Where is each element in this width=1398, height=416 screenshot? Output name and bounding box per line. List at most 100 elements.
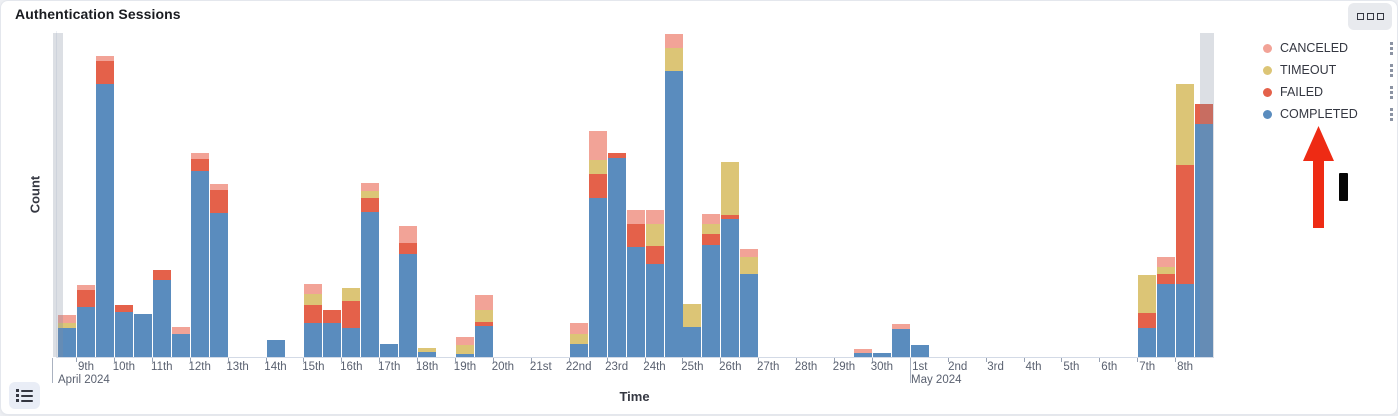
x-axis-tick <box>52 358 53 383</box>
bar-segment-canceled <box>854 349 872 353</box>
bar-segment-failed <box>475 322 493 326</box>
stacked-bar-apr-10-pm[interactable] <box>133 314 152 357</box>
stacked-bar-apr-24-pm[interactable] <box>664 34 683 357</box>
stacked-bar-apr-9-pm[interactable] <box>96 56 114 357</box>
x-axis-tick-label: 6th <box>1101 361 1118 373</box>
stacked-bar-may-8-am[interactable] <box>1176 84 1195 357</box>
x-axis-tick <box>1023 358 1025 362</box>
x-axis-tick-label: 20th <box>491 361 515 373</box>
bar-segment-failed <box>342 301 361 328</box>
legend-item-completed[interactable]: COMPLETED <box>1263 103 1395 125</box>
x-axis-tick <box>606 358 608 362</box>
stacked-bar-apr-23-pm[interactable] <box>626 210 645 357</box>
bar-segment-timeout <box>702 224 721 234</box>
x-axis-tick <box>530 358 532 362</box>
stacked-bar-apr-19-pm[interactable] <box>475 295 493 357</box>
stacked-bar-apr-15-am[interactable] <box>304 284 323 357</box>
stacked-bar-apr-19-am[interactable] <box>456 337 474 357</box>
legend-item-actions-button[interactable] <box>1388 41 1395 55</box>
x-axis-month-label: April 2024 <box>58 374 110 386</box>
bar-segment-completed <box>683 327 702 357</box>
stacked-bar-apr-16-am[interactable] <box>342 288 361 357</box>
stacked-bar-apr-17-am[interactable] <box>380 344 399 357</box>
x-axis-tick-label: 29th <box>832 361 856 373</box>
x-axis-tick-label: 9th <box>78 361 94 373</box>
stacked-bar-apr-25-am[interactable] <box>683 304 702 357</box>
legend-item-label: CANCELED <box>1280 41 1349 55</box>
y-axis-title: Count <box>27 175 43 213</box>
bar-segment-completed <box>588 198 607 357</box>
x-axis-tick <box>341 358 343 362</box>
stacked-bar-apr-23-am[interactable] <box>607 153 626 357</box>
legend-color-dot <box>1263 109 1272 119</box>
x-axis-tick <box>909 358 911 383</box>
stacked-bar-apr-25-pm[interactable] <box>702 214 721 357</box>
stacked-bar-may-7-pm[interactable] <box>1157 257 1176 357</box>
legend-item-label: COMPLETED <box>1280 107 1358 121</box>
stacked-bar-apr-9-am[interactable] <box>77 285 95 357</box>
stacked-bar-apr-22-pm[interactable] <box>588 131 607 357</box>
bar-segment-timeout <box>1176 84 1195 165</box>
stacked-bar-apr-26-am[interactable] <box>721 162 740 357</box>
stacked-bar-apr-12-am[interactable] <box>190 153 209 357</box>
stacked-bar-apr-30-am[interactable] <box>872 353 891 357</box>
bar-segment-completed <box>323 323 342 357</box>
stacked-bar-apr-8-pm[interactable] <box>58 315 76 357</box>
bar-segment-failed <box>645 246 664 264</box>
x-axis-tick-label: 23rd <box>605 361 629 373</box>
bar-segment-completed <box>645 264 664 357</box>
bar-segment-canceled <box>626 210 645 224</box>
legend-item-actions-button[interactable] <box>1388 85 1395 99</box>
bar-segment-completed <box>380 344 399 357</box>
bar-segment-failed <box>1195 104 1214 124</box>
stacked-bar-apr-16-pm[interactable] <box>361 183 380 357</box>
legend-item-timeout[interactable]: TIMEOUT <box>1263 59 1395 81</box>
legend-item-actions-button[interactable] <box>1388 107 1395 121</box>
bar-segment-timeout <box>456 345 474 354</box>
stacked-bar-apr-22-am[interactable] <box>569 323 588 357</box>
stacked-bar-apr-10-am[interactable] <box>114 305 133 357</box>
bar-segment-timeout <box>1138 275 1157 313</box>
legend-color-dot <box>1263 65 1272 75</box>
bar-segment-completed <box>872 353 891 357</box>
stacked-bar-apr-18-am[interactable] <box>418 348 437 357</box>
x-axis-tick <box>417 358 419 362</box>
x-axis-tick-label: 4th <box>1025 361 1042 373</box>
stacked-bar-apr-24-am[interactable] <box>645 210 664 357</box>
stacked-bar-may-7-am[interactable] <box>1138 275 1157 357</box>
legend-toggle-button[interactable] <box>9 382 40 409</box>
stacked-bar-apr-15-pm[interactable] <box>323 310 342 357</box>
stacked-bar-apr-29-pm[interactable] <box>854 349 872 357</box>
stacked-bar-apr-26-pm[interactable] <box>740 249 759 357</box>
stacked-bar-apr-17-pm[interactable] <box>399 226 418 357</box>
stacked-bar-apr-11-am[interactable] <box>152 270 171 357</box>
bar-segment-failed <box>77 290 95 307</box>
bar-segment-canceled <box>361 183 380 191</box>
panel-options-button[interactable] <box>1348 3 1392 30</box>
stacked-bar-apr-11-pm[interactable] <box>171 327 190 357</box>
x-axis-tick <box>227 358 229 362</box>
bar-segment-completed <box>475 326 493 357</box>
stacked-bar-apr-14-am[interactable] <box>266 340 285 357</box>
stacked-bar-may-1-am[interactable] <box>910 345 929 357</box>
x-axis-tick <box>720 358 722 362</box>
bar-segment-completed <box>133 314 152 357</box>
legend-item-failed[interactable]: FAILED <box>1263 81 1395 103</box>
stacked-bar-may-8-pm[interactable] <box>1195 104 1214 357</box>
bar-segment-completed <box>456 354 474 357</box>
bar-segment-failed <box>209 190 228 213</box>
x-axis-tick-label: 10th <box>112 361 136 373</box>
bar-segment-timeout <box>683 304 702 327</box>
legend-item-canceled[interactable]: CANCELED <box>1263 37 1395 59</box>
bar-segment-canceled <box>399 226 418 243</box>
bar-segment-canceled <box>209 184 228 190</box>
x-axis-tick <box>1137 358 1139 362</box>
bar-segment-completed <box>607 158 626 357</box>
stacked-bar-apr-30-pm[interactable] <box>891 324 910 357</box>
bar-segment-completed <box>721 219 740 357</box>
x-axis-tick <box>189 358 191 362</box>
vertical-dots-icon <box>1390 112 1393 116</box>
legend-item-actions-button[interactable] <box>1388 63 1395 77</box>
vertical-dots-icon <box>1390 95 1393 99</box>
stacked-bar-apr-12-pm[interactable] <box>209 184 228 357</box>
